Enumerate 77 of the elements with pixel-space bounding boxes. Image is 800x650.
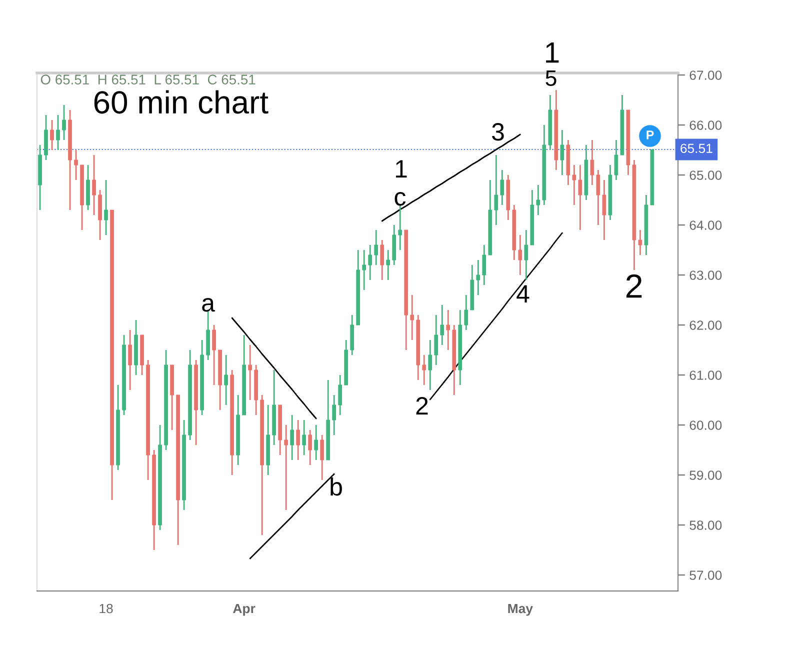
candlestick <box>572 164 576 206</box>
y-tick-label: 61.00 <box>690 370 722 380</box>
line-series <box>231 317 317 420</box>
y-tick-label: 59.00 <box>690 470 722 480</box>
x-tick-label: Apr <box>233 604 256 616</box>
chart-title: 60 min chart <box>94 90 268 114</box>
ref-line-label: 65.51 <box>680 144 712 154</box>
annotation: 2 <box>626 274 642 298</box>
y-tick-label: 65.00 <box>690 170 722 180</box>
candlestick <box>368 244 372 281</box>
candlestick <box>464 294 468 331</box>
candlestick <box>320 434 324 481</box>
candlestick <box>560 129 564 176</box>
candlestick <box>590 139 594 186</box>
candlestick <box>314 424 318 461</box>
candlestick <box>380 239 384 281</box>
annotation: c <box>394 192 406 206</box>
candlestick <box>518 234 522 276</box>
y-tick-label: 66.00 <box>690 120 722 130</box>
line-series <box>429 232 563 400</box>
candlestick <box>578 164 582 231</box>
candlestick <box>104 179 108 236</box>
candlestick <box>74 149 78 181</box>
candlestick <box>374 229 378 266</box>
candlestick <box>224 354 228 406</box>
candlestick <box>524 229 528 281</box>
text: 1 <box>546 42 559 63</box>
candlestick <box>56 114 60 151</box>
candlestick <box>602 179 606 241</box>
candlestick <box>212 324 216 386</box>
candlestick <box>440 304 444 346</box>
candlestick <box>446 309 450 351</box>
annotation: b <box>330 477 342 496</box>
candlestick <box>332 394 336 436</box>
candlestick <box>296 419 300 461</box>
candlestick <box>284 424 288 511</box>
y-tick-label: 64.00 <box>690 220 722 230</box>
annotation: O 65.51 H 65.51 L 65.51 C 65.51 <box>40 74 256 84</box>
annotation: 2 <box>416 397 428 414</box>
y-tick-label: 60.00 <box>690 420 722 430</box>
candlestick <box>386 249 390 281</box>
candlestick <box>494 154 498 226</box>
candlestick <box>290 414 294 461</box>
annotation: 4 <box>516 285 530 302</box>
candlestick <box>614 139 618 181</box>
annotation: 5 <box>546 70 556 86</box>
x-tick-label: 18 <box>100 604 113 614</box>
y-tick-label: 62.00 <box>690 320 722 330</box>
candlestick <box>638 229 642 256</box>
y-tick-label: 63.00 <box>690 270 722 280</box>
y-tick-label: 67.00 <box>690 70 722 80</box>
candlestick <box>62 104 66 141</box>
candlestick <box>410 294 414 341</box>
candlestick <box>302 419 306 456</box>
candlestick <box>536 184 540 216</box>
annotation: 3 <box>492 123 504 141</box>
candlestick <box>128 329 132 391</box>
candlestick <box>92 154 96 216</box>
candlestick <box>596 169 600 226</box>
candlestick <box>476 259 480 296</box>
annotation: a <box>202 298 215 312</box>
annotation: P <box>646 130 654 140</box>
candlestick <box>428 339 432 391</box>
candlestick <box>248 344 252 401</box>
candlestick <box>422 354 426 386</box>
y-tick-label: 57.00 <box>690 570 722 580</box>
candlestick <box>482 244 486 286</box>
candlestick <box>398 204 402 251</box>
candlestick <box>500 169 504 206</box>
annotation: 1 <box>396 160 407 178</box>
candlestick <box>434 314 438 366</box>
candlestick <box>338 374 342 416</box>
y-tick-label: 58.00 <box>690 520 722 530</box>
x-tick-label: May <box>508 604 533 616</box>
candlestick <box>362 249 366 291</box>
candlestick <box>308 429 312 466</box>
candlestick <box>50 119 54 151</box>
